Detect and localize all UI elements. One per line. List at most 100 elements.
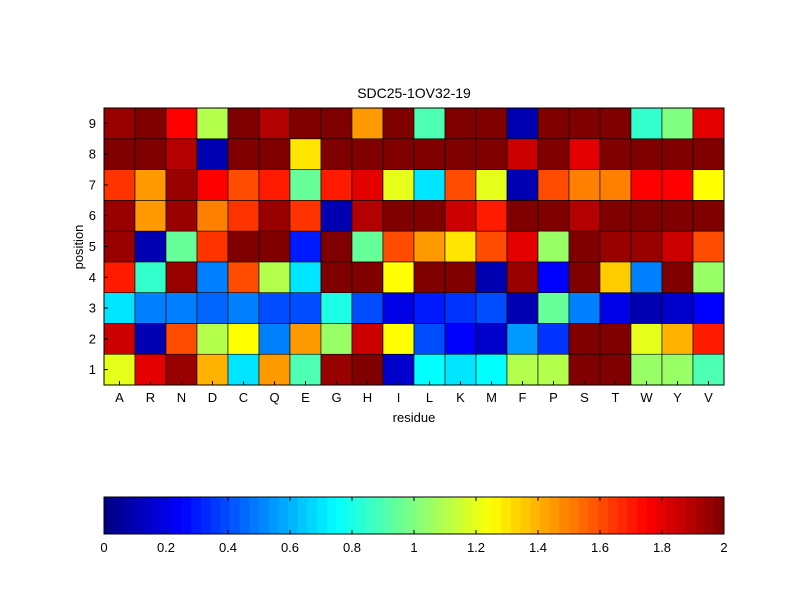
heatmap-cell-G-1 — [320, 353, 353, 386]
heatmap-cell-V-8 — [692, 138, 725, 170]
heatmap-cell-D-9 — [196, 107, 229, 140]
heatmap-cell-E-7 — [289, 169, 322, 201]
heatmap-cell-A-5 — [103, 230, 136, 263]
heatmap-cell-S-2 — [568, 323, 601, 355]
heatmap-cell-H-6 — [351, 200, 384, 232]
x-tick-label: G — [331, 390, 341, 405]
heatmap-cell-H-8 — [351, 138, 384, 170]
colorbar-step — [200, 497, 211, 534]
x-tick-label: F — [519, 390, 527, 405]
heatmap-cell-I-3 — [382, 292, 415, 324]
heatmap-cell-P-9 — [537, 107, 570, 140]
y-tick-label: 9 — [89, 116, 96, 131]
colorbar-step — [346, 497, 357, 534]
heatmap-cell-C-9 — [227, 107, 260, 140]
heatmap-cell-H-4 — [351, 261, 384, 293]
colorbar-step — [288, 497, 299, 534]
heatmap-cell-F-8 — [506, 138, 539, 170]
heatmap-cell-L-5 — [413, 230, 446, 263]
heatmap-cell-G-4 — [320, 261, 353, 293]
colorbar-step — [404, 497, 415, 534]
heatmap-cell-K-5 — [444, 230, 477, 263]
x-tick-label: A — [115, 390, 124, 405]
heatmap-cell-G-9 — [320, 107, 353, 140]
heatmap-cell-K-3 — [444, 292, 477, 324]
heatmap-cell-Q-1 — [258, 353, 291, 386]
heatmap-cell-K-6 — [444, 200, 477, 232]
colorbar-step — [171, 497, 182, 534]
y-tick-label: 7 — [89, 177, 96, 192]
heatmap-cell-K-8 — [444, 138, 477, 170]
colorbar-step — [336, 497, 347, 534]
colorbar-tick-label: 1.4 — [529, 540, 547, 555]
heatmap-cell-D-3 — [196, 292, 229, 324]
heatmap-cell-A-4 — [103, 261, 136, 293]
colorbar-step — [578, 497, 589, 534]
colorbar-tick-label: 0.4 — [219, 540, 237, 555]
colorbar-step — [636, 497, 647, 534]
heatmap-cell-I-7 — [382, 169, 415, 201]
heatmap-cell-K-1 — [444, 353, 477, 386]
colorbar-step — [220, 497, 231, 534]
x-tick-label: Q — [269, 390, 279, 405]
colorbar-step — [443, 497, 454, 534]
colorbar-step — [462, 497, 473, 534]
y-tick-label: 6 — [89, 208, 96, 223]
colorbar-tick-label: 0.2 — [157, 540, 175, 555]
x-tick-label: W — [640, 390, 653, 405]
heatmap-cell-V-6 — [692, 200, 725, 232]
colorbar-step — [365, 497, 376, 534]
heatmap-cell-E-2 — [289, 323, 322, 355]
heatmap-cell-I-5 — [382, 230, 415, 263]
heatmap-cell-W-9 — [630, 107, 663, 140]
heatmap-cell-I-2 — [382, 323, 415, 355]
x-tick-label: E — [301, 390, 310, 405]
x-tick-label: Y — [673, 390, 682, 405]
heatmap-cell-L-1 — [413, 353, 446, 386]
colorbar-step — [656, 497, 667, 534]
heatmap-cell-A-1 — [103, 353, 136, 386]
colorbar-step — [685, 497, 696, 534]
heatmap-cell-W-4 — [630, 261, 663, 293]
colorbar-step — [259, 497, 270, 534]
heatmap-cell-E-8 — [289, 138, 322, 170]
heatmap-cell-R-1 — [134, 353, 167, 386]
heatmap-cell-Y-3 — [661, 292, 694, 324]
heatmap-cell-P-7 — [537, 169, 570, 201]
heatmap-cell-T-5 — [599, 230, 632, 263]
colorbar-step — [559, 497, 570, 534]
x-axis-label: residue — [393, 410, 436, 425]
heatmap-cell-H-1 — [351, 353, 384, 386]
heatmap-cell-D-1 — [196, 353, 229, 386]
heatmap-cell-W-3 — [630, 292, 663, 324]
heatmap-cell-A-8 — [103, 138, 136, 170]
heatmap-cell-D-8 — [196, 138, 229, 170]
heatmap-cell-M-2 — [475, 323, 508, 355]
heatmap-cell-M-3 — [475, 292, 508, 324]
colorbar-step — [384, 497, 396, 534]
heatmap-cell-T-4 — [599, 261, 632, 293]
heatmap-cell-N-2 — [165, 323, 198, 355]
heatmap-cell-P-2 — [537, 323, 570, 355]
heatmap-cell-T-6 — [599, 200, 632, 232]
heatmap-cell-N-7 — [165, 169, 198, 201]
colorbar-step — [646, 497, 657, 534]
x-tick-label: M — [486, 390, 497, 405]
y-tick-label: 5 — [89, 239, 96, 254]
heatmap-cell-F-9 — [506, 107, 539, 140]
x-tick-label: R — [146, 390, 155, 405]
colorbar-step — [481, 497, 492, 534]
heatmap-cell-S-8 — [568, 138, 601, 170]
x-tick-label: D — [208, 390, 217, 405]
heatmap-cell-F-3 — [506, 292, 539, 324]
y-tick-label: 3 — [89, 301, 96, 316]
heatmap-cell-A-2 — [103, 323, 136, 355]
colorbar-step — [152, 497, 163, 534]
colorbar-step — [229, 497, 241, 534]
heatmap-cell-A-7 — [103, 169, 136, 201]
heatmap-cell-G-7 — [320, 169, 353, 201]
heatmap-cell-I-8 — [382, 138, 415, 170]
heatmap-cell-H-9 — [351, 107, 384, 140]
heatmap-cell-D-5 — [196, 230, 229, 263]
